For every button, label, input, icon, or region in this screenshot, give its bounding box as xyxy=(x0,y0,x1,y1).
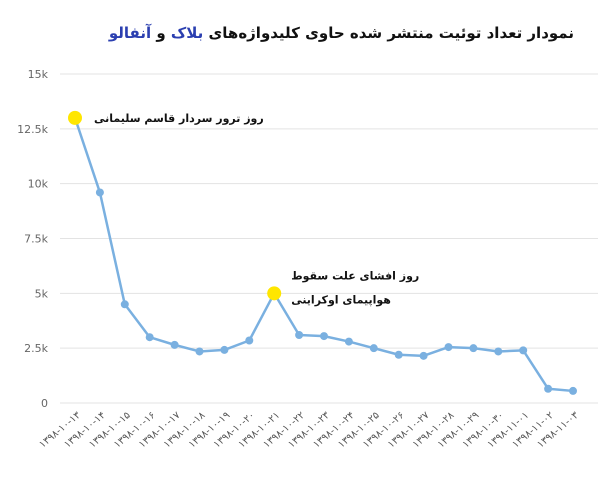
data-point xyxy=(369,344,378,353)
y-axis-ticks: 0 2.5k 5k 7.5k 10k 12.5k 15k xyxy=(17,68,48,410)
highlight-point xyxy=(267,286,282,301)
chart-title-part: نمودار تعداد توئیت منتشر شده حاوی کلیدوا… xyxy=(203,24,574,42)
y-tick-label: 0 xyxy=(41,397,48,410)
data-point xyxy=(544,384,553,393)
data-point xyxy=(120,300,129,309)
highlight-point xyxy=(68,110,82,125)
y-tick-label: 12.5k xyxy=(17,123,48,136)
data-point xyxy=(494,347,503,356)
data-point xyxy=(295,331,304,340)
y-tick-label: 15k xyxy=(28,68,49,81)
chart-title-part: آنفالو xyxy=(108,24,152,42)
y-tick-label: 5k xyxy=(35,287,49,300)
x-axis-ticks: ۱۳۹۸-۱۰-۱۳۱۳۹۸-۱۰-۱۴۱۳۹۸-۱۰-۱۵۱۳۹۸-۱۰-۱۶… xyxy=(37,409,581,450)
data-point xyxy=(469,344,478,353)
gridlines xyxy=(60,73,598,404)
data-point xyxy=(394,350,403,359)
annotations: روز ترور سردار قاسم سلیمانی روز افشای علت… xyxy=(94,112,419,306)
data-point xyxy=(344,337,353,346)
y-tick-label: 7.5k xyxy=(24,233,48,246)
data-point xyxy=(145,333,154,342)
y-tick-label: 2.5k xyxy=(24,342,48,355)
y-tick-label: 10k xyxy=(28,178,49,191)
data-point xyxy=(170,340,179,349)
data-point xyxy=(95,188,104,197)
chart-title-part: بلاک xyxy=(171,24,203,42)
data-point xyxy=(220,345,229,354)
data-point xyxy=(245,336,254,345)
data-point xyxy=(320,332,328,341)
data-point xyxy=(444,343,453,352)
data-point xyxy=(195,347,204,356)
data-point xyxy=(569,386,577,395)
data-points xyxy=(68,110,577,395)
data-point xyxy=(519,346,528,355)
chart-title-part: و xyxy=(151,24,171,42)
data-point xyxy=(419,351,428,360)
annotation-label: روز ترور سردار قاسم سلیمانی xyxy=(94,112,264,125)
chart-title: نمودار تعداد توئیت منتشر شده حاوی کلیدوا… xyxy=(108,24,574,42)
annotation-label: هواپیمای اوکراینی xyxy=(291,293,391,306)
annotation-label: روز افشای علت سقوط xyxy=(291,269,419,282)
